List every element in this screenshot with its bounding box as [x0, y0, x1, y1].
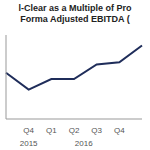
svg-text:Q3: Q3	[91, 126, 102, 135]
svg-text:Q4: Q4	[23, 126, 34, 135]
svg-text:2016: 2016	[75, 139, 93, 147]
svg-text:2015: 2015	[20, 139, 38, 147]
svg-text:Q4: Q4	[114, 126, 125, 135]
html-text:l-Clear as a Multiple of Pro F: l-Clear as a Multiple of Pro Forma Adjus…	[18, 3, 132, 24]
svg-text:Q2: Q2	[69, 126, 80, 135]
svg-text:Q1: Q1	[46, 126, 57, 135]
